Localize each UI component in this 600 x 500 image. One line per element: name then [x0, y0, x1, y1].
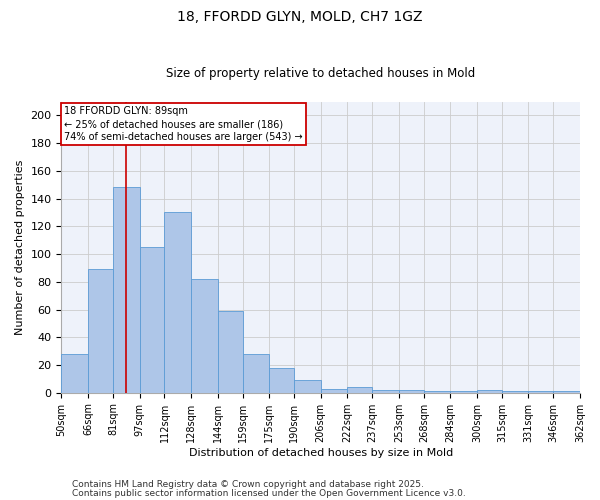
Bar	[113, 188, 140, 392]
Title: Size of property relative to detached houses in Mold: Size of property relative to detached ho…	[166, 66, 475, 80]
Bar	[347, 387, 372, 392]
Bar	[191, 279, 218, 392]
Text: Contains HM Land Registry data © Crown copyright and database right 2025.: Contains HM Land Registry data © Crown c…	[72, 480, 424, 489]
Bar	[140, 247, 164, 392]
Bar	[164, 212, 191, 392]
Text: 18, FFORDD GLYN, MOLD, CH7 1GZ: 18, FFORDD GLYN, MOLD, CH7 1GZ	[177, 10, 423, 24]
Bar	[399, 390, 424, 392]
Bar	[269, 368, 294, 392]
Bar	[321, 388, 347, 392]
Bar	[218, 311, 242, 392]
Bar	[372, 390, 399, 392]
Y-axis label: Number of detached properties: Number of detached properties	[15, 160, 25, 335]
Bar	[294, 380, 321, 392]
Bar	[242, 354, 269, 393]
Bar	[61, 354, 88, 393]
Bar	[477, 390, 502, 392]
Text: Contains public sector information licensed under the Open Government Licence v3: Contains public sector information licen…	[72, 488, 466, 498]
Text: 18 FFORDD GLYN: 89sqm
← 25% of detached houses are smaller (186)
74% of semi-det: 18 FFORDD GLYN: 89sqm ← 25% of detached …	[64, 106, 302, 142]
Bar	[88, 270, 113, 392]
X-axis label: Distribution of detached houses by size in Mold: Distribution of detached houses by size …	[188, 448, 453, 458]
